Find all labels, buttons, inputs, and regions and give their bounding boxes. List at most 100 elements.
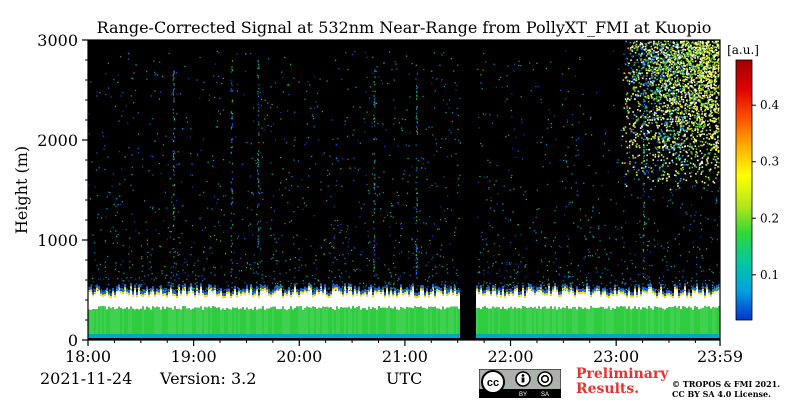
- noise-cell: [191, 163, 193, 165]
- noise-cell: [423, 68, 425, 71]
- surface-cell: [600, 334, 602, 338]
- noise-cell: [709, 268, 711, 271]
- boundary-cell: [344, 288, 346, 308]
- cloud-cell: [669, 75, 672, 77]
- surface-cell: [590, 334, 592, 338]
- cloud-cell: [693, 42, 695, 45]
- noise-cell: [202, 89, 204, 91]
- cloud-cell: [662, 68, 665, 71]
- cloud-cell: [653, 41, 655, 44]
- surface-cell: [184, 306, 186, 334]
- noise-cell: [545, 143, 548, 146]
- noise-cell: [503, 185, 505, 187]
- noise-cell: [539, 280, 541, 282]
- noise-cell: [654, 185, 656, 188]
- surface-cell: [610, 309, 612, 334]
- cloud-cell: [684, 158, 686, 161]
- noise-cell: [159, 61, 161, 63]
- surface-cell: [328, 307, 330, 334]
- surface-cell: [298, 306, 300, 334]
- cloud-cell: [717, 146, 719, 149]
- noise-cell: [567, 166, 569, 168]
- noise-cell: [434, 286, 436, 288]
- noise-cell: [598, 212, 600, 214]
- noise-cell: [181, 285, 184, 287]
- cloud-cell: [710, 74, 712, 76]
- noise-cell: [140, 245, 143, 247]
- noise-cell: [448, 99, 451, 101]
- noise-cell: [284, 56, 286, 59]
- boundary-cell: [714, 292, 716, 308]
- noise-cell: [589, 231, 591, 233]
- noise-cell: [112, 173, 114, 175]
- noise-cell: [261, 277, 263, 279]
- surface-cell: [390, 334, 392, 338]
- noise-cell: [589, 255, 592, 257]
- boundary-cell: [402, 289, 404, 293]
- boundary-cell: [614, 287, 616, 290]
- cloud-cell: [655, 93, 658, 95]
- cloud-cell: [657, 138, 660, 141]
- noise-cell: [587, 249, 589, 251]
- noise-cell: [520, 186, 522, 188]
- noise-cell: [498, 254, 500, 256]
- cloud-cell: [713, 51, 715, 54]
- surface-cell: [326, 306, 328, 334]
- noise-cell: [276, 285, 278, 287]
- cloud-cell: [695, 173, 697, 175]
- cloud-cell: [680, 121, 683, 123]
- noise-cell: [218, 287, 220, 289]
- noise-cell: [345, 270, 347, 273]
- boundary-cell: [520, 294, 522, 297]
- noise-cell: [375, 243, 378, 245]
- boundary-cell: [626, 295, 628, 298]
- surface-cell: [332, 309, 334, 334]
- noise-cell: [404, 118, 406, 121]
- boundary-cell: [420, 290, 422, 307]
- surface-cell: [112, 306, 114, 334]
- boundary-cell: [640, 296, 642, 310]
- noise-cell: [151, 155, 154, 158]
- surface-cell: [266, 308, 268, 334]
- noise-cell: [171, 271, 173, 274]
- surface-cell: [206, 307, 208, 334]
- noise-cell: [372, 153, 374, 155]
- boundary-cell: [114, 294, 116, 297]
- noise-cell: [427, 286, 429, 288]
- noise-cell: [617, 159, 619, 161]
- noise-cell: [709, 236, 712, 238]
- surface-cell: [218, 334, 220, 338]
- boundary-cell: [432, 284, 434, 288]
- boundary-cell: [438, 286, 440, 290]
- cloud-cell: [649, 61, 652, 64]
- surface-cell: [526, 308, 528, 334]
- noise-cell: [217, 75, 219, 77]
- cloud-cell: [690, 97, 692, 99]
- noise-cell: [339, 275, 341, 278]
- cloud-cell: [623, 128, 626, 130]
- cloud-cell: [632, 117, 635, 120]
- noise-cell: [121, 168, 123, 170]
- cloud-cell: [717, 64, 720, 67]
- noise-cell: [407, 181, 409, 183]
- cloud-cell: [625, 132, 628, 134]
- surface-cell: [92, 308, 94, 334]
- cloud-cell: [673, 96, 675, 99]
- cloud-cell: [662, 94, 665, 97]
- noise-cell: [570, 289, 572, 291]
- boundary-cell: [436, 290, 438, 309]
- noise-cell: [347, 241, 350, 243]
- noise-cell: [495, 86, 497, 88]
- boundary-cell: [192, 290, 194, 293]
- noise-cell: [310, 245, 312, 247]
- boundary-cell: [368, 286, 370, 290]
- noise-cell: [372, 56, 374, 58]
- boundary-cell: [704, 297, 706, 307]
- cloud-cell: [692, 148, 695, 150]
- cloud-cell: [709, 60, 712, 63]
- noise-cell: [431, 77, 433, 79]
- cloud-cell: [666, 179, 668, 182]
- surface-cell: [270, 334, 272, 338]
- noise-cell: [695, 288, 698, 290]
- noise-cell: [396, 68, 398, 70]
